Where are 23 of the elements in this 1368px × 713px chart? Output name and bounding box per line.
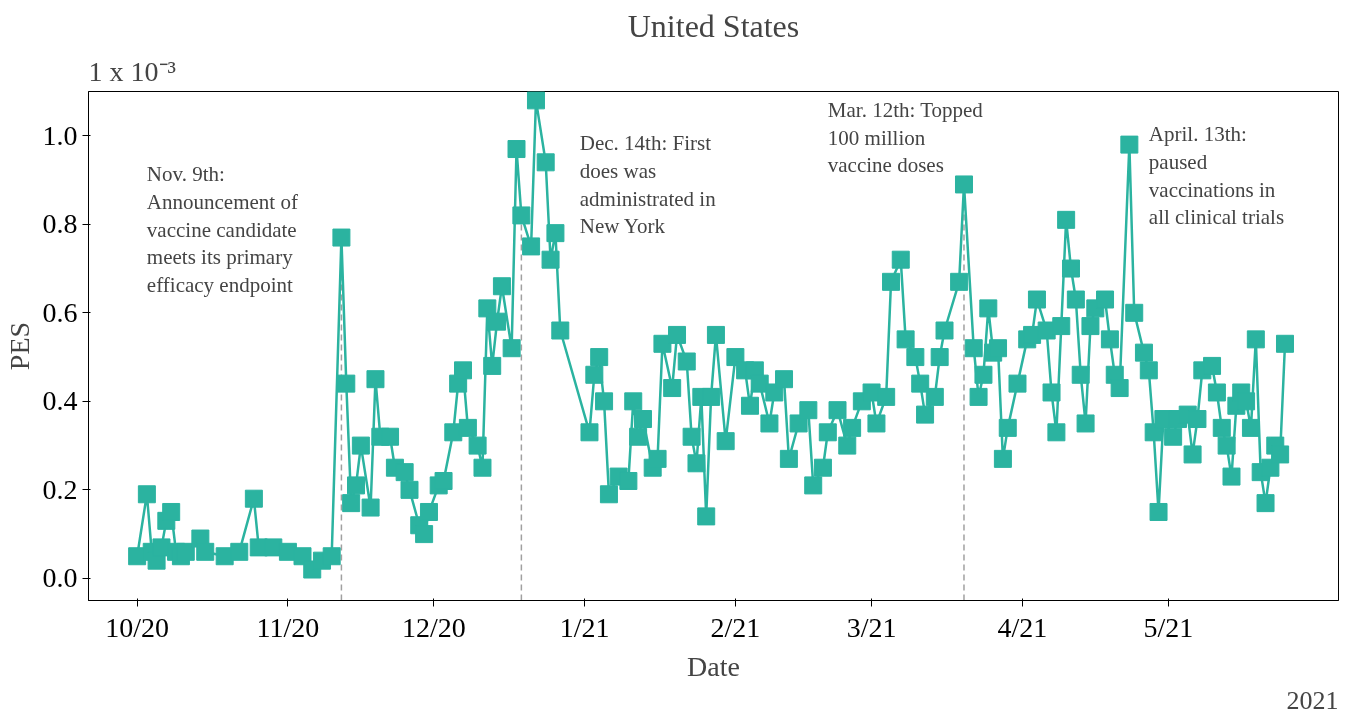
- x-tick-label: 2/21: [710, 611, 761, 643]
- y-tick-label: 1.0: [42, 119, 78, 151]
- x-tick-label: 12/20: [401, 611, 466, 643]
- text: 2021: [1286, 685, 1339, 713]
- annotation: April. 13th: paused vaccinations in all clinical trials: [1148, 122, 1285, 230]
- y-tick-label: 0.0: [42, 562, 78, 594]
- chart-title: United States: [627, 7, 800, 44]
- text: 1 x 10⁻³: [88, 55, 176, 87]
- x-tick-label: 3/21: [846, 611, 897, 643]
- y-tick-label: 0.8: [42, 208, 78, 240]
- x-tick-label: 1/21: [559, 611, 610, 643]
- annotation: Dec. 14th: First does was administrated in New York: [579, 131, 717, 239]
- y-tick-label: 0.2: [42, 473, 78, 505]
- x-axis-title: Date: [687, 650, 740, 682]
- x-tick-label: 10/20: [105, 611, 170, 643]
- x-tick-label: 5/21: [1143, 611, 1194, 643]
- y-axis-title: PES: [3, 321, 35, 371]
- x-tick-label: 11/20: [256, 611, 320, 643]
- annotation: Nov. 9th: Announcement of vaccine candidate meets its primary efficacy endpoint: [146, 162, 298, 297]
- x-tick-label: 4/21: [997, 611, 1048, 643]
- y-tick-label: 0.4: [42, 385, 78, 417]
- y-tick-label: 0.6: [42, 296, 78, 328]
- annotation: Mar. 12th: Topped 100 million vaccine doses: [827, 98, 984, 178]
